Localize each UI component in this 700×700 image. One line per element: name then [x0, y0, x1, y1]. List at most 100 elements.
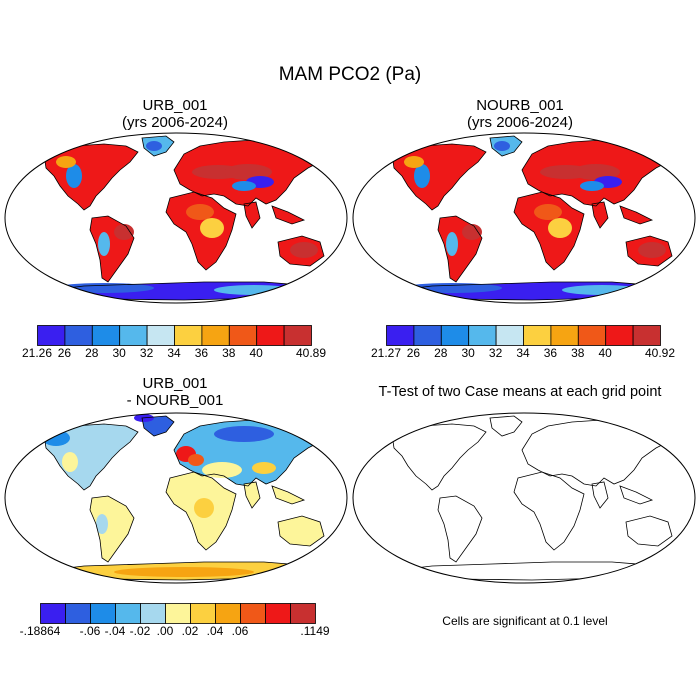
coastline-seasia	[619, 205, 654, 225]
coastline-africa	[165, 471, 237, 551]
field-patch	[638, 242, 666, 258]
colorbar-tick-label: 40.89	[295, 346, 327, 360]
coastline-seasia	[271, 205, 306, 225]
colorbar-swatch	[190, 603, 216, 624]
coastline-eura	[173, 419, 327, 487]
field-patch	[548, 218, 572, 238]
colorbar-swatch	[115, 603, 141, 624]
colorbar-nourb-labels: 21.27 26 28 30 32 34 36 38 40 40.92	[371, 346, 675, 362]
coastline-aus	[625, 235, 673, 267]
colorbar-swatch	[283, 325, 312, 346]
coastline-namer	[43, 423, 139, 491]
map-border	[352, 132, 696, 304]
coastline-eura	[173, 139, 327, 207]
field-patch	[114, 567, 254, 577]
colorbar-swatch	[90, 603, 116, 624]
colorbar-swatch	[290, 603, 316, 624]
coastline-samer	[437, 215, 483, 283]
coastline-aus	[625, 515, 673, 547]
field-patch	[534, 204, 562, 220]
colorbar-tick-label: 36	[194, 346, 209, 360]
colorbar-swatch	[65, 603, 91, 624]
colorbar-swatch	[37, 325, 66, 346]
colorbar-tick-label: .02	[181, 624, 199, 638]
coastline-samer	[89, 215, 135, 283]
colorbar-swatch	[256, 325, 285, 346]
colorbar-swatch	[632, 325, 661, 346]
map-border	[352, 412, 696, 584]
colorbar-swatch	[119, 325, 148, 346]
colorbar-tick-label: -.04	[104, 624, 126, 638]
field-patch	[98, 232, 110, 256]
map-border	[4, 132, 348, 304]
colorbar-tick-label: 40	[598, 346, 612, 360]
field-patch	[290, 242, 318, 258]
colorbar-urb-labels: 21.26 26 28 30 32 34 36 38 40 40.89	[22, 346, 326, 362]
field-patch	[214, 426, 274, 442]
colorbar-tick-label: 28	[434, 346, 448, 360]
colorbar-swatch	[523, 325, 552, 346]
field-patch	[252, 462, 276, 474]
colorbar-diff-labels: -.18864 -.06 -.04 -.02 .00 .02 .04 .06 .1149	[20, 624, 330, 640]
panel-title-ttest: T-Test of two Case means at each grid po…	[378, 384, 662, 400]
colorbar-tick-label: 38	[222, 346, 236, 360]
colorbar-tick-label: 30	[461, 346, 475, 360]
land-fill-india	[244, 482, 260, 508]
colorbar-swatch	[228, 325, 258, 346]
coastline-samer	[89, 495, 135, 563]
field-patch	[186, 204, 214, 220]
colorbar-tick-label: 36	[543, 346, 558, 360]
coastline-india	[591, 201, 609, 229]
coastline-green	[489, 135, 523, 157]
colorbar-tick-label: .00	[156, 624, 174, 638]
field-patch	[404, 156, 424, 168]
field-patch	[494, 141, 510, 151]
colorbar-tick-label: 21.27	[370, 346, 402, 360]
field-patch	[42, 430, 70, 446]
coastline-green	[489, 415, 523, 437]
coastline-green	[141, 135, 175, 157]
map-border	[4, 412, 348, 584]
colorbar-tick-label: -.18864	[19, 624, 61, 638]
colorbar-tick-label: 28	[85, 346, 99, 360]
colorbar-swatch	[91, 325, 121, 346]
colorbar-swatch	[386, 325, 415, 346]
colorbar-swatch	[577, 325, 607, 346]
colorbar-tick-label: 34	[516, 346, 530, 360]
land-fill-india	[592, 202, 608, 228]
colorbar-tick-label: 21.26	[21, 346, 53, 360]
field-patch	[232, 181, 256, 191]
colorbar-tick-label: 38	[571, 346, 585, 360]
colorbar-tick-label: 30	[112, 346, 126, 360]
coastline-eura	[521, 419, 675, 487]
coastline-namer	[391, 423, 487, 491]
field-patch	[462, 224, 482, 240]
colorbar-tick-label: 32	[139, 346, 154, 360]
panel-title-diff: URB_001 - NOURB_001	[126, 375, 224, 409]
land-fill-aus	[278, 516, 324, 546]
colorbar-tick-label: 34	[167, 346, 181, 360]
colorbar-tick-label: -.06	[79, 624, 101, 638]
field-patch	[96, 514, 108, 534]
coastline-africa	[513, 471, 585, 551]
colorbar-swatch	[165, 603, 191, 624]
field-patch	[62, 452, 78, 472]
colorbar-swatch	[64, 325, 93, 346]
coastline-eura	[521, 139, 675, 207]
colorbar-swatch	[40, 603, 66, 624]
colorbar-swatch	[495, 325, 524, 346]
figure-title: MAM PCO2 (Pa)	[278, 64, 422, 85]
coastline-namer	[43, 143, 139, 211]
colorbar-swatch	[140, 603, 166, 624]
colorbar-urb	[37, 325, 312, 346]
land-fill-india	[244, 202, 260, 228]
field-patch	[146, 141, 162, 151]
field-patch	[580, 181, 604, 191]
colorbar-swatch	[146, 325, 175, 346]
colorbar-swatch	[550, 325, 579, 346]
panel-title-nourb: NOURB_001 (yrs 2006-2024)	[467, 97, 573, 131]
colorbar-swatch	[174, 325, 203, 346]
colorbar-tick-label: 40.92	[644, 346, 676, 360]
colorbar-diff	[40, 603, 316, 624]
colorbar-nourb	[386, 325, 661, 346]
